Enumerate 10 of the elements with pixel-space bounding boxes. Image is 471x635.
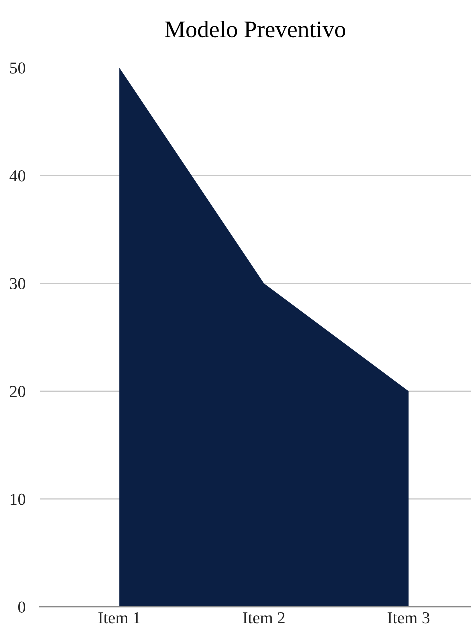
y-tick-label: 0 — [18, 602, 26, 614]
chart-title: Modelo Preventivo — [165, 21, 346, 38]
y-tick-label: 10 — [10, 494, 26, 506]
y-tick-label: 30 — [10, 278, 26, 290]
x-tick-label: Item 3 — [388, 612, 430, 624]
y-tick-label: 20 — [10, 386, 26, 398]
x-tick-label: Item 2 — [243, 612, 285, 624]
y-tick-label: 40 — [10, 170, 26, 182]
x-tick-label: Item 1 — [98, 612, 140, 624]
y-tick-label: 50 — [10, 62, 26, 74]
